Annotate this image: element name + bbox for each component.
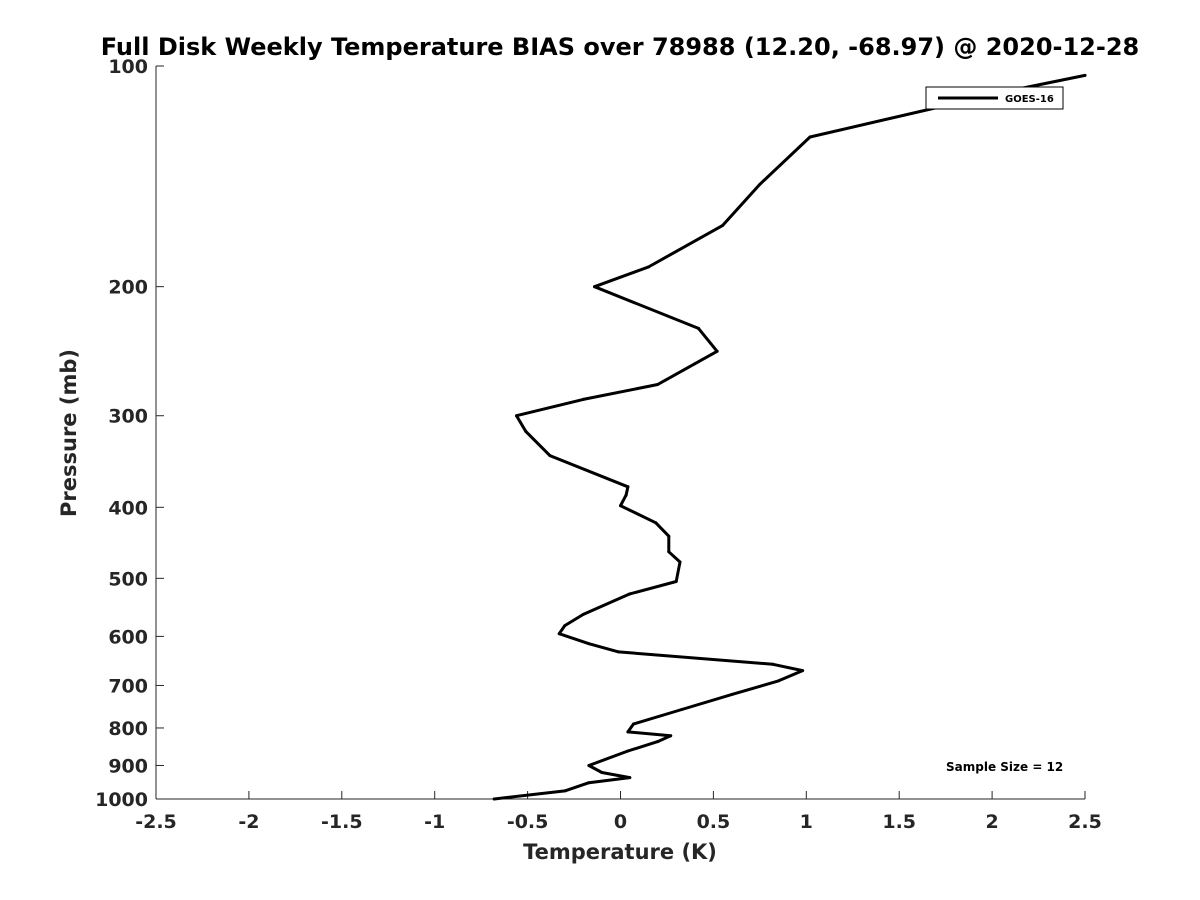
y-tick-label: 600 bbox=[108, 626, 148, 648]
x-tick-label: 1.5 bbox=[882, 811, 916, 833]
data-point bbox=[674, 580, 678, 583]
chart-title: Full Disk Weekly Temperature BIAS over 7… bbox=[101, 33, 1140, 61]
data-point bbox=[680, 708, 684, 711]
data-point bbox=[524, 429, 528, 433]
data-point bbox=[548, 454, 552, 458]
data-point bbox=[563, 789, 567, 793]
data-point bbox=[656, 383, 660, 386]
x-tick-label: 1 bbox=[800, 811, 813, 833]
data-point bbox=[758, 182, 762, 186]
x-tick-label: -1 bbox=[424, 811, 445, 833]
x-tick-label: -2.5 bbox=[135, 811, 177, 833]
x-tick-label: 0 bbox=[614, 811, 627, 833]
data-point bbox=[776, 679, 780, 683]
data-point bbox=[715, 349, 719, 353]
data-point bbox=[730, 692, 734, 696]
x-tick-label: 2.5 bbox=[1068, 811, 1102, 833]
data-point bbox=[515, 414, 518, 418]
series-layer bbox=[492, 73, 1087, 801]
data-point bbox=[626, 749, 630, 753]
y-tick-label: 1000 bbox=[95, 789, 148, 811]
data-point bbox=[587, 764, 591, 767]
legend: GOES-16 bbox=[925, 86, 1064, 110]
data-point bbox=[563, 624, 567, 628]
data-point bbox=[600, 771, 604, 774]
y-tick-label: 100 bbox=[108, 56, 148, 78]
data-point bbox=[624, 493, 628, 497]
data-point bbox=[721, 223, 725, 227]
data-point bbox=[646, 265, 650, 269]
y-axis-label: Pressure (mb) bbox=[57, 349, 81, 517]
data-point bbox=[626, 485, 630, 489]
data-point bbox=[581, 612, 585, 616]
data-point bbox=[587, 781, 591, 785]
data-point bbox=[581, 397, 585, 401]
data-point bbox=[697, 326, 700, 330]
sample-size-annotation: Sample Size = 12 bbox=[946, 760, 1063, 774]
x-tick-label: -1.5 bbox=[321, 811, 363, 833]
data-point bbox=[632, 722, 635, 726]
ticks-layer: -2.5 -2 -1.5 -1 -0.5 0 0.5 1 1.5 2 2.5 100 200 300 400… bbox=[95, 56, 1102, 833]
y-tick-label: 700 bbox=[108, 675, 148, 697]
y-tick-label: 500 bbox=[108, 568, 148, 590]
data-point bbox=[771, 662, 775, 666]
x-tick-label: -0.5 bbox=[507, 811, 549, 833]
data-point bbox=[678, 560, 682, 564]
x-tick-label: -2 bbox=[238, 811, 259, 833]
data-point bbox=[628, 592, 632, 596]
data-point bbox=[808, 135, 812, 139]
data-point bbox=[492, 797, 496, 801]
x-tick-label: 0.5 bbox=[697, 811, 731, 833]
data-point bbox=[557, 632, 561, 636]
series-line-goes-16 bbox=[492, 73, 1087, 801]
y-tick-label: 200 bbox=[108, 277, 148, 299]
data-point bbox=[801, 669, 805, 673]
data-point bbox=[628, 776, 632, 780]
data-point bbox=[619, 504, 622, 508]
data-point bbox=[667, 534, 671, 538]
x-axis-label: Temperature (K) bbox=[523, 840, 717, 864]
data-point bbox=[593, 285, 596, 289]
plot-area bbox=[156, 66, 1085, 799]
x-tick-label: 2 bbox=[985, 811, 998, 833]
y-tick-label: 300 bbox=[108, 406, 148, 428]
data-point bbox=[1083, 73, 1087, 77]
data-point bbox=[669, 734, 673, 738]
y-tick-label: 800 bbox=[108, 718, 148, 740]
data-point bbox=[654, 521, 658, 525]
data-point bbox=[626, 730, 630, 734]
data-point bbox=[587, 642, 591, 646]
legend-label-goes16: GOES-16 bbox=[1005, 94, 1054, 105]
data-point bbox=[656, 740, 660, 744]
data-point bbox=[667, 550, 671, 554]
y-tick-label: 400 bbox=[108, 497, 148, 519]
data-point bbox=[617, 650, 621, 654]
y-tick-label: 900 bbox=[108, 755, 148, 777]
